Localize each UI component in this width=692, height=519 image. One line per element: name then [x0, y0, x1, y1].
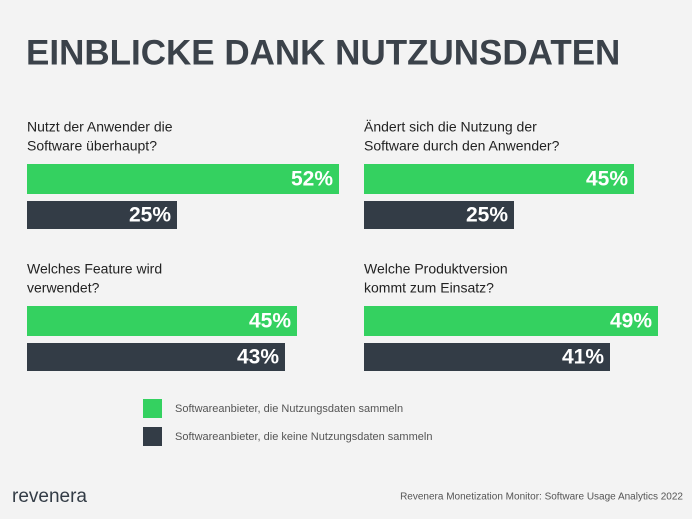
value-label: 52% — [291, 168, 333, 191]
bar — [364, 343, 610, 371]
source: Revenera Monetization Monitor: Software … — [400, 492, 683, 503]
value-label: 41% — [562, 346, 604, 369]
legend-label: Softwareanbieter, die Nutzungsdaten samm… — [175, 403, 403, 415]
bar — [27, 201, 177, 229]
question: Welche Produktversion — [364, 261, 508, 277]
bar — [364, 306, 658, 336]
bar — [364, 164, 634, 194]
question: Software überhaupt? — [27, 138, 157, 154]
question: kommt zum Einsatz? — [364, 280, 494, 296]
bar — [27, 306, 297, 336]
question: Ändert sich die Nutzung der — [364, 119, 537, 135]
value-label: 45% — [249, 310, 291, 333]
legend-label: Softwareanbieter, die keine Nutzungsdate… — [175, 431, 432, 443]
question: Nutzt der Anwender die — [27, 119, 173, 135]
bar — [27, 164, 339, 194]
value-label: 43% — [237, 346, 279, 369]
logo: revenera — [12, 486, 87, 507]
value-label: 45% — [586, 168, 628, 191]
value-label: 25% — [129, 204, 171, 227]
question: Software durch den Anwender? — [364, 138, 560, 154]
legend-swatch — [143, 427, 162, 446]
value-label: 49% — [610, 310, 652, 333]
question: verwendet? — [27, 280, 100, 296]
bar — [27, 343, 285, 371]
value-label: 25% — [466, 204, 508, 227]
bar — [364, 201, 514, 229]
legend-swatch — [143, 399, 162, 418]
question: Welches Feature wird — [27, 261, 162, 277]
page-title: EINBLICKE DANK NUTZUNSDATEN — [26, 33, 620, 72]
